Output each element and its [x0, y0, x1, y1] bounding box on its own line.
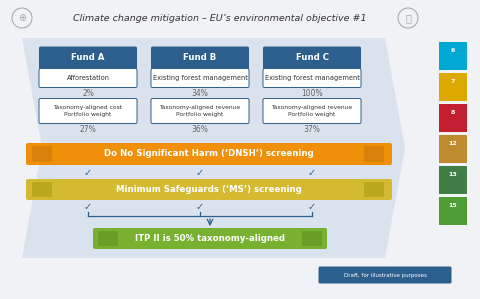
Text: 6: 6: [451, 48, 455, 53]
Text: ITP II is 50% taxonomy-aligned: ITP II is 50% taxonomy-aligned: [135, 234, 285, 243]
Text: Do No Significant Harm (‘DNSH’) screening: Do No Significant Harm (‘DNSH’) screenin…: [104, 150, 314, 158]
FancyBboxPatch shape: [263, 47, 361, 69]
FancyBboxPatch shape: [39, 68, 137, 88]
FancyBboxPatch shape: [151, 47, 249, 69]
Text: ✓: ✓: [196, 202, 204, 212]
FancyBboxPatch shape: [302, 231, 322, 246]
Text: Taxonomy-aligned revenue
Portfolio weight: Taxonomy-aligned revenue Portfolio weigh…: [271, 105, 353, 117]
Text: 🌿: 🌿: [405, 13, 411, 23]
Text: 12: 12: [449, 141, 457, 146]
FancyBboxPatch shape: [39, 47, 137, 69]
Text: Minimum Safeguards (‘MS’) screening: Minimum Safeguards (‘MS’) screening: [116, 185, 302, 194]
Text: 7: 7: [451, 79, 455, 84]
FancyBboxPatch shape: [26, 143, 392, 165]
Text: Taxonomy-aligned cost
Portfolio weight: Taxonomy-aligned cost Portfolio weight: [53, 105, 122, 117]
FancyBboxPatch shape: [319, 266, 452, 283]
Text: 27%: 27%: [80, 124, 96, 133]
Text: 37%: 37%: [303, 124, 321, 133]
FancyBboxPatch shape: [39, 98, 137, 123]
FancyBboxPatch shape: [364, 182, 384, 197]
FancyBboxPatch shape: [93, 228, 327, 249]
Text: Existing forest management: Existing forest management: [264, 75, 360, 81]
FancyBboxPatch shape: [32, 182, 52, 197]
Text: Draft, for illustrative purposes: Draft, for illustrative purposes: [344, 272, 426, 277]
Text: Fund A: Fund A: [72, 54, 105, 62]
Text: ✓: ✓: [84, 202, 92, 212]
Text: 8: 8: [451, 110, 455, 115]
Text: 15: 15: [449, 203, 457, 208]
Text: Fund C: Fund C: [296, 54, 328, 62]
Text: Taxonomy-aligned revenue
Portfolio weight: Taxonomy-aligned revenue Portfolio weigh…: [159, 105, 240, 117]
FancyBboxPatch shape: [364, 146, 384, 162]
Text: ✓: ✓: [308, 168, 316, 178]
FancyBboxPatch shape: [98, 231, 118, 246]
Text: Climate change mitigation – EU’s environmental objective #1: Climate change mitigation – EU’s environ…: [73, 14, 367, 23]
FancyBboxPatch shape: [439, 104, 467, 132]
FancyBboxPatch shape: [26, 179, 392, 200]
FancyBboxPatch shape: [151, 98, 249, 123]
FancyBboxPatch shape: [32, 146, 52, 162]
Text: Existing forest management: Existing forest management: [153, 75, 247, 81]
Text: 13: 13: [449, 172, 457, 177]
Text: Afforestation: Afforestation: [67, 75, 109, 81]
Text: 34%: 34%: [192, 89, 208, 97]
Text: ✓: ✓: [196, 168, 204, 178]
Text: 36%: 36%: [192, 124, 208, 133]
Text: 100%: 100%: [301, 89, 323, 97]
FancyBboxPatch shape: [263, 68, 361, 88]
FancyBboxPatch shape: [263, 98, 361, 123]
FancyBboxPatch shape: [439, 197, 467, 225]
Polygon shape: [22, 38, 405, 258]
FancyBboxPatch shape: [439, 73, 467, 101]
FancyBboxPatch shape: [439, 42, 467, 70]
FancyBboxPatch shape: [439, 166, 467, 194]
FancyBboxPatch shape: [439, 135, 467, 163]
Text: ✓: ✓: [308, 202, 316, 212]
Text: Fund B: Fund B: [183, 54, 216, 62]
FancyBboxPatch shape: [151, 68, 249, 88]
Text: ✓: ✓: [84, 168, 92, 178]
Text: 2%: 2%: [82, 89, 94, 97]
Text: ⊕: ⊕: [18, 13, 26, 23]
